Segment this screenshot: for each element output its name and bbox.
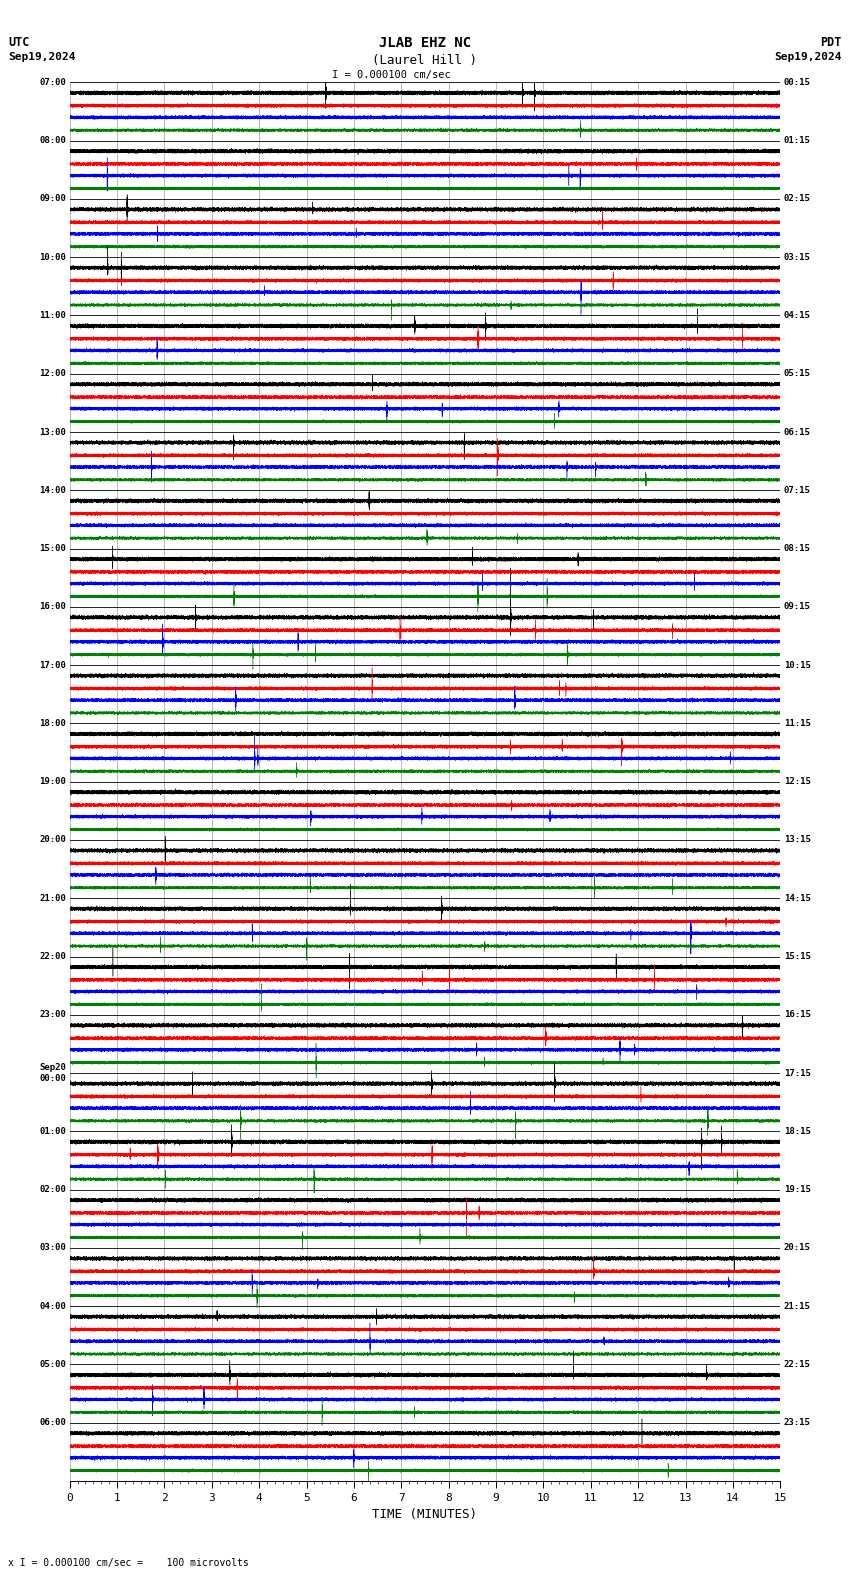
X-axis label: TIME (MINUTES): TIME (MINUTES)	[372, 1508, 478, 1521]
Text: 03:00: 03:00	[39, 1243, 66, 1253]
Text: JLAB EHZ NC: JLAB EHZ NC	[379, 36, 471, 51]
Text: 10:00: 10:00	[39, 253, 66, 261]
Text: 20:15: 20:15	[784, 1243, 811, 1253]
Text: 03:15: 03:15	[784, 253, 811, 261]
Text: x I = 0.000100 cm/sec =    100 microvolts: x I = 0.000100 cm/sec = 100 microvolts	[8, 1559, 249, 1568]
Text: 08:15: 08:15	[784, 543, 811, 553]
Text: 05:15: 05:15	[784, 369, 811, 379]
Text: PDT: PDT	[820, 36, 842, 49]
Text: (Laurel Hill ): (Laurel Hill )	[372, 54, 478, 67]
Text: 13:00: 13:00	[39, 428, 66, 437]
Text: 01:00: 01:00	[39, 1126, 66, 1136]
Text: 00:15: 00:15	[784, 78, 811, 87]
Text: Sep20
00:00: Sep20 00:00	[39, 1063, 66, 1083]
Text: 06:00: 06:00	[39, 1418, 66, 1427]
Text: 21:00: 21:00	[39, 893, 66, 903]
Text: 02:00: 02:00	[39, 1185, 66, 1194]
Text: 15:00: 15:00	[39, 543, 66, 553]
Text: 06:15: 06:15	[784, 428, 811, 437]
Text: 22:15: 22:15	[784, 1361, 811, 1369]
Text: UTC: UTC	[8, 36, 30, 49]
Text: 21:15: 21:15	[784, 1302, 811, 1310]
Text: 23:15: 23:15	[784, 1418, 811, 1427]
Text: 07:00: 07:00	[39, 78, 66, 87]
Text: 13:15: 13:15	[784, 835, 811, 844]
Text: 18:15: 18:15	[784, 1126, 811, 1136]
Text: 16:00: 16:00	[39, 602, 66, 611]
Text: 14:00: 14:00	[39, 486, 66, 494]
Text: 19:00: 19:00	[39, 778, 66, 786]
Text: 10:15: 10:15	[784, 661, 811, 670]
Text: 17:15: 17:15	[784, 1069, 811, 1077]
Text: 05:00: 05:00	[39, 1361, 66, 1369]
Text: Sep19,2024: Sep19,2024	[8, 52, 76, 62]
Text: 01:15: 01:15	[784, 136, 811, 146]
Text: 04:15: 04:15	[784, 310, 811, 320]
Text: 16:15: 16:15	[784, 1011, 811, 1020]
Text: 09:00: 09:00	[39, 195, 66, 203]
Text: 23:00: 23:00	[39, 1011, 66, 1020]
Text: 08:00: 08:00	[39, 136, 66, 146]
Text: 19:15: 19:15	[784, 1185, 811, 1194]
Text: 22:00: 22:00	[39, 952, 66, 961]
Text: 20:00: 20:00	[39, 835, 66, 844]
Text: 18:00: 18:00	[39, 719, 66, 729]
Text: 09:15: 09:15	[784, 602, 811, 611]
Text: 04:00: 04:00	[39, 1302, 66, 1310]
Text: 11:15: 11:15	[784, 719, 811, 729]
Text: I = 0.000100 cm/sec: I = 0.000100 cm/sec	[332, 70, 450, 79]
Text: 15:15: 15:15	[784, 952, 811, 961]
Text: 07:15: 07:15	[784, 486, 811, 494]
Text: 14:15: 14:15	[784, 893, 811, 903]
Text: 12:00: 12:00	[39, 369, 66, 379]
Text: Sep19,2024: Sep19,2024	[774, 52, 842, 62]
Text: 12:15: 12:15	[784, 778, 811, 786]
Text: 02:15: 02:15	[784, 195, 811, 203]
Text: 17:00: 17:00	[39, 661, 66, 670]
Text: 11:00: 11:00	[39, 310, 66, 320]
